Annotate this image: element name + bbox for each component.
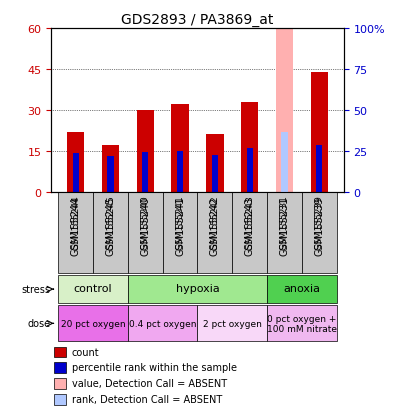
Text: GSM155244: GSM155244 [71,196,81,255]
Bar [67,132,85,192]
FancyBboxPatch shape [58,275,128,304]
Text: GSM155242: GSM155242 [210,196,220,256]
Bar [102,146,119,192]
Text: hypoxia: hypoxia [176,284,219,294]
Bar [54,394,66,405]
Text: count: count [72,347,100,357]
Text: control: control [74,284,113,294]
FancyBboxPatch shape [58,192,93,274]
Bar [142,153,149,192]
Text: GSM155244: GSM155244 [71,195,80,249]
Bar [246,149,253,192]
Text: GSM155242: GSM155242 [211,195,219,249]
Bar [137,111,154,192]
Text: 20 pct oxygen: 20 pct oxygen [61,319,126,328]
Bar [54,362,66,373]
Title: GDS2893 / PA3869_at: GDS2893 / PA3869_at [121,12,274,26]
FancyBboxPatch shape [128,275,267,304]
Bar [177,151,183,192]
Text: GSM155240: GSM155240 [140,196,150,255]
Bar [310,72,328,192]
Bar [316,146,322,192]
Bar [281,132,288,192]
Text: 2 pct oxygen: 2 pct oxygen [203,319,262,328]
Text: GSM155245: GSM155245 [106,195,115,249]
Text: GSM155231: GSM155231 [280,195,289,249]
Text: GSM155243: GSM155243 [245,196,255,255]
Text: GSM155240: GSM155240 [141,195,150,249]
Bar [206,135,224,192]
Text: anoxia: anoxia [283,284,320,294]
Text: value, Detection Call = ABSENT: value, Detection Call = ABSENT [72,378,227,389]
Bar [241,102,258,192]
Text: percentile rank within the sample: percentile rank within the sample [72,363,237,373]
Text: 0.4 pct oxygen: 0.4 pct oxygen [129,319,196,328]
Bar [212,155,218,192]
Text: GSM155241: GSM155241 [175,196,185,255]
Bar [276,29,293,192]
FancyBboxPatch shape [128,192,163,274]
Text: GSM155245: GSM155245 [105,196,115,256]
FancyBboxPatch shape [93,192,128,274]
Text: GSM155241: GSM155241 [176,195,184,249]
Text: GSM155243: GSM155243 [245,195,254,249]
Bar [171,105,189,192]
FancyBboxPatch shape [232,192,267,274]
FancyBboxPatch shape [58,306,128,341]
Text: GSM155239: GSM155239 [314,196,324,255]
Text: GSM155239: GSM155239 [315,195,324,249]
Text: dose: dose [28,318,51,328]
Bar [107,157,113,192]
FancyBboxPatch shape [198,306,267,341]
Bar [54,378,66,389]
Text: stress: stress [22,285,51,294]
Text: rank, Detection Call = ABSENT: rank, Detection Call = ABSENT [72,394,222,404]
FancyBboxPatch shape [302,192,337,274]
Bar [54,347,66,357]
FancyBboxPatch shape [267,192,302,274]
FancyBboxPatch shape [267,275,337,304]
Text: GSM155231: GSM155231 [280,196,290,255]
Text: 0 pct oxygen +
100 mM nitrate: 0 pct oxygen + 100 mM nitrate [267,314,337,333]
FancyBboxPatch shape [128,306,198,341]
FancyBboxPatch shape [163,192,198,274]
FancyBboxPatch shape [198,192,232,274]
FancyBboxPatch shape [267,306,337,341]
Bar [73,154,79,192]
